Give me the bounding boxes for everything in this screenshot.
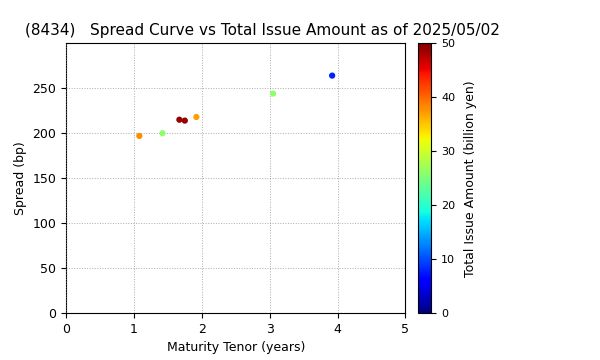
Point [328, 73, 337, 78]
Y-axis label: Spread (bp): Spread (bp) [14, 141, 27, 215]
Point [158, 130, 167, 136]
Y-axis label: Total Issue Amount (billion yen): Total Issue Amount (billion yen) [464, 80, 476, 276]
Point [268, 91, 278, 96]
Text: (8434)   Spread Curve vs Total Issue Amount as of 2025/05/02: (8434) Spread Curve vs Total Issue Amoun… [25, 23, 500, 38]
X-axis label: Maturity Tenor (years): Maturity Tenor (years) [167, 342, 305, 355]
Point [180, 118, 190, 123]
Point [134, 133, 144, 139]
Point [175, 117, 184, 122]
Point [191, 114, 201, 120]
